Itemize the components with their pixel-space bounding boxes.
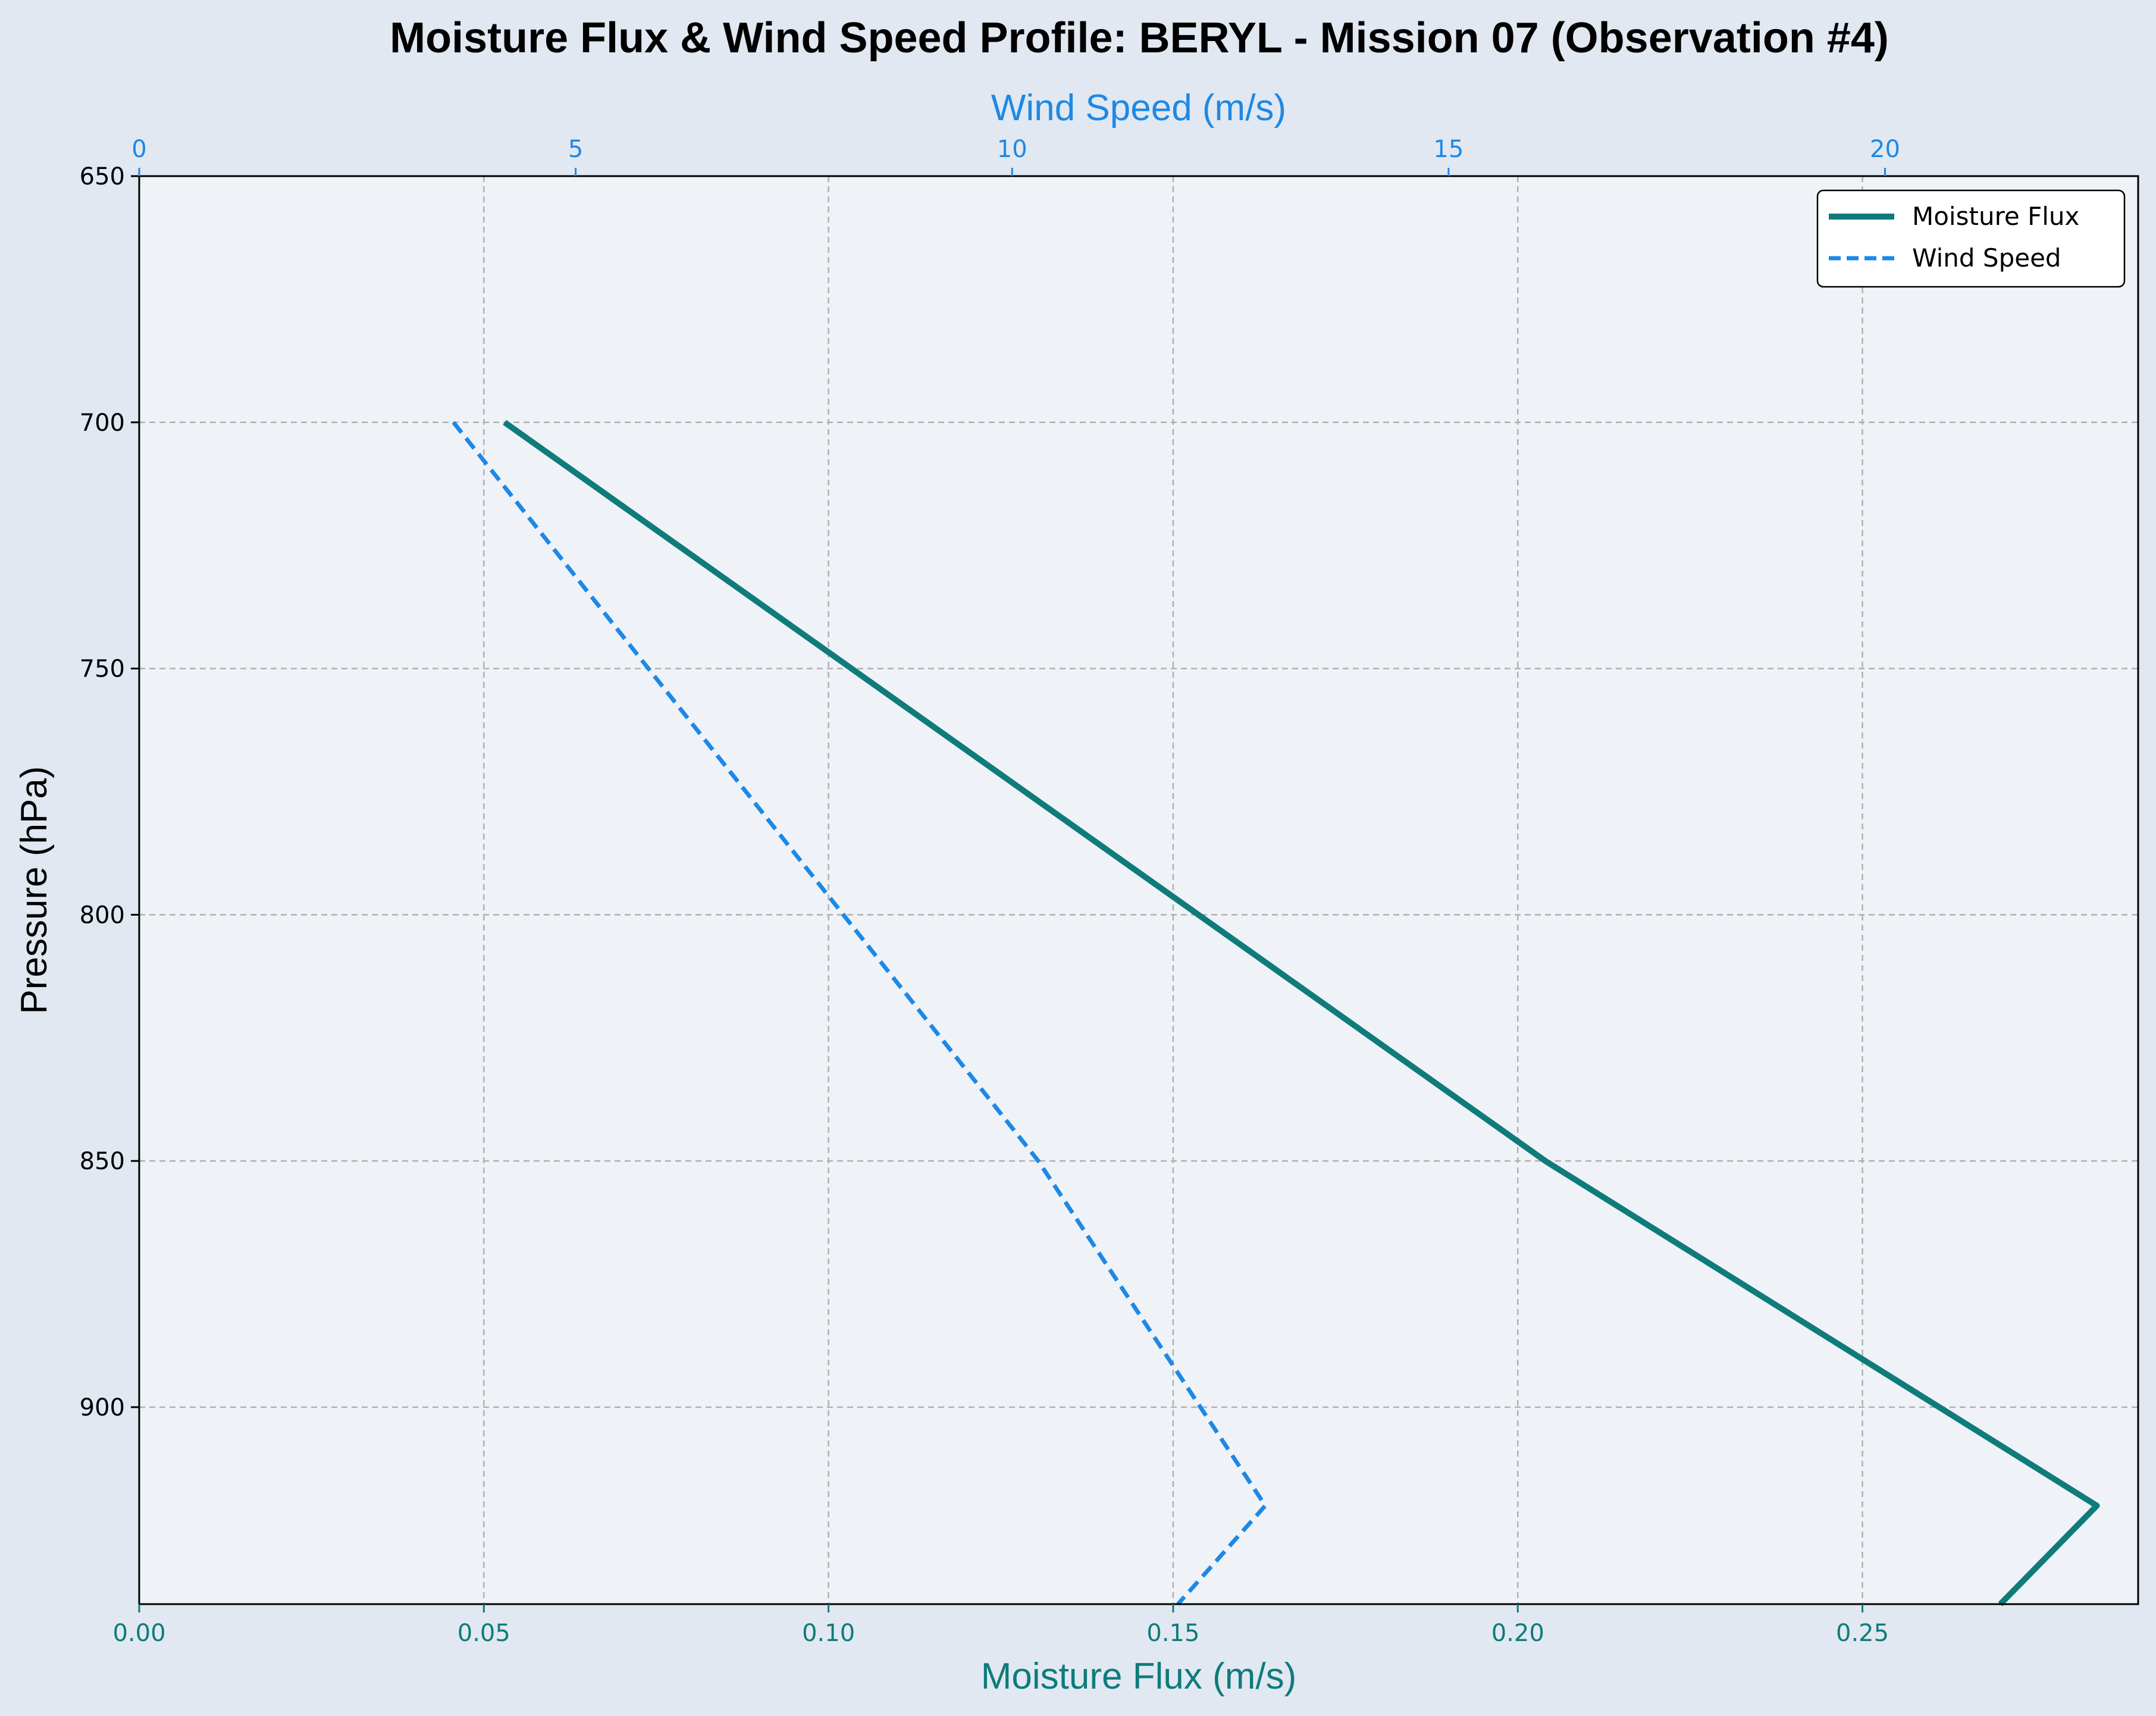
y-tick-label: 650 <box>80 163 125 190</box>
x-bottom-tick-label: 0.10 <box>802 1620 855 1647</box>
y-axis-label: Pressure (hPa) <box>14 766 55 1014</box>
plot-frame <box>138 175 2139 1605</box>
x-top-tick-label: 20 <box>1870 136 1900 163</box>
y-tick-label: 800 <box>80 901 125 929</box>
legend-label-wind-speed: Wind Speed <box>1912 243 2061 273</box>
x-axis-top-label: Wind Speed (m/s) <box>991 87 1286 129</box>
x-bottom-tick-label: 0.15 <box>1146 1620 1199 1647</box>
x-bottom-tick-label: 0.20 <box>1491 1620 1544 1647</box>
y-tick-label: 900 <box>80 1394 125 1421</box>
y-tick-label: 850 <box>80 1148 125 1175</box>
series-line-wind-speed <box>452 421 1268 1606</box>
x-bottom-tick-label: 0.05 <box>457 1620 510 1647</box>
y-tick-label: 700 <box>80 409 125 437</box>
x-top-tick-label: 10 <box>997 136 1027 163</box>
x-top-tick-label: 0 <box>131 136 146 163</box>
legend-label-moisture-flux: Moisture Flux <box>1912 202 2079 231</box>
x-axis-bottom: 0.00 0.05 0.10 0.15 0.20 0.25 <box>112 1604 1889 1647</box>
x-bottom-tick-label: 0.00 <box>112 1620 165 1647</box>
legend: Moisture Flux Wind Speed <box>1816 189 2126 288</box>
y-tick-label: 750 <box>80 656 125 683</box>
series-layer <box>452 419 2100 1607</box>
chart-title: Moisture Flux & Wind Speed Profile: BERY… <box>390 14 1889 62</box>
x-bottom-tick-label: 0.25 <box>1836 1620 1889 1647</box>
x-top-tick-label: 5 <box>568 136 583 163</box>
plot-area <box>139 176 2138 1604</box>
series-line-moisture-flux <box>503 419 2100 1607</box>
x-axis-top: 0 5 10 15 20 <box>131 136 1900 176</box>
grid <box>139 176 2138 1604</box>
y-axis: 650 700 750 800 850 900 <box>80 163 139 1421</box>
x-axis-bottom-label: Moisture Flux (m/s) <box>981 1656 1296 1697</box>
x-top-tick-label: 15 <box>1433 136 1464 163</box>
